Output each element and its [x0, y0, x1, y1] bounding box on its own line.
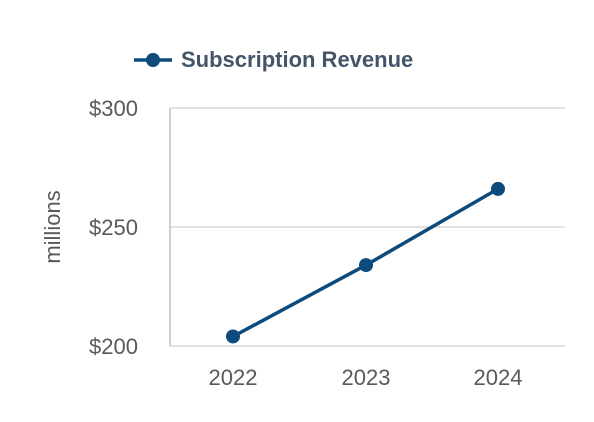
y-tick-label: $250 — [89, 215, 138, 240]
x-tick-labels: 2022 2023 2024 — [209, 365, 523, 390]
y-tick-label: $200 — [89, 334, 138, 359]
data-point — [491, 181, 505, 196]
legend-label: Subscription Revenue — [181, 47, 413, 72]
y-tick-labels: $200 $250 $300 — [89, 96, 138, 359]
data-point — [359, 258, 373, 273]
x-tick-label: 2022 — [209, 365, 258, 390]
x-tick-label: 2024 — [474, 365, 523, 390]
legend-point-marker — [146, 53, 160, 67]
data-point — [226, 329, 240, 344]
gridlines — [170, 107, 565, 347]
x-tick-label: 2023 — [342, 365, 391, 390]
series-subscription-revenue — [226, 181, 505, 344]
y-tick-label: $300 — [89, 96, 138, 121]
legend: Subscription Revenue — [134, 47, 413, 72]
y-axis-title: millions — [40, 190, 65, 263]
